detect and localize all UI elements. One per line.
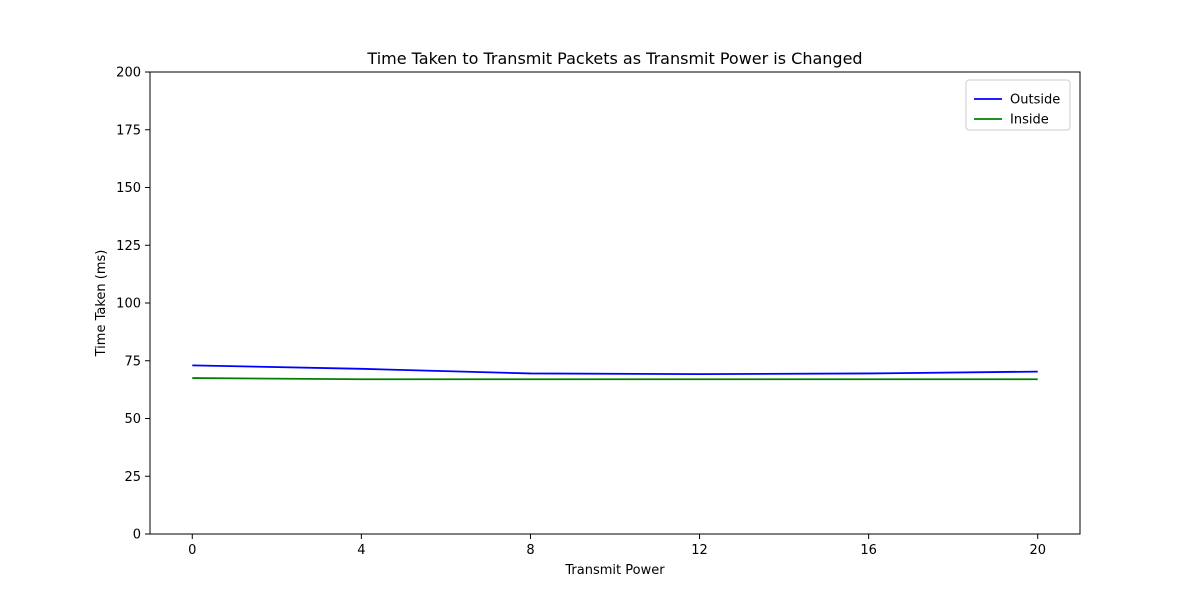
y-tick-label: 0: [133, 528, 141, 543]
x-tick-label: 0: [188, 543, 196, 558]
x-axis-title: Transmit Power: [564, 563, 665, 578]
y-tick-label: 75: [124, 354, 141, 369]
y-tick-label: 175: [116, 123, 141, 138]
x-tick-label: 4: [357, 543, 365, 558]
plot-frame: [149, 71, 1081, 535]
y-tick-label: 50: [124, 412, 141, 427]
legend-box: [965, 79, 1071, 131]
legend-label: Outside: [1010, 93, 1060, 108]
y-tick-label: 100: [116, 297, 141, 312]
x-tick-label: 12: [691, 543, 708, 558]
y-tick-label: 25: [124, 470, 141, 485]
x-tick-label: 8: [526, 543, 534, 558]
legend: Outside Inside: [965, 79, 1071, 131]
y-tick-label: 200: [116, 66, 141, 81]
y-axis: 0 25 50 75 100 125 150 175 200: [116, 66, 150, 543]
y-tick-label: 125: [116, 239, 141, 254]
x-tick-label: 20: [1029, 543, 1046, 558]
y-tick-label: 150: [116, 181, 141, 196]
plot-area: [192, 364, 1038, 381]
series-line-outside: [192, 364, 1038, 376]
y-axis-title: Time Taken (ms): [94, 250, 109, 358]
legend-label: Inside: [1010, 113, 1049, 128]
chart-title: Time Taken to Transmit Packets as Transm…: [366, 49, 862, 68]
series-line-inside: [192, 377, 1038, 381]
x-tick-label: 16: [860, 543, 877, 558]
x-axis: 0 4 8 12 16 20: [188, 534, 1046, 558]
